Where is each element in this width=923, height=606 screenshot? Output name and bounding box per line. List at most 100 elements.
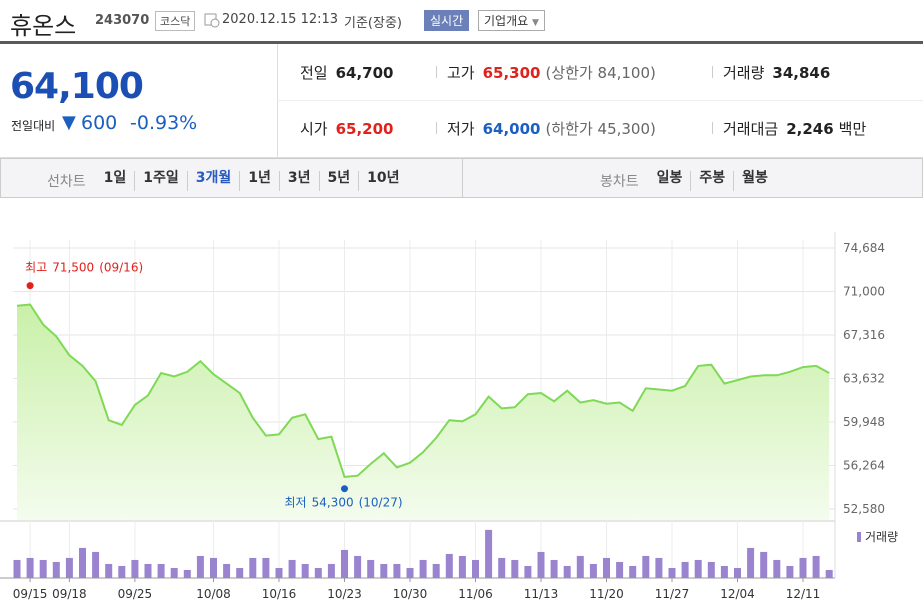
annotation: 최고 71,500 (09/16) bbox=[25, 261, 143, 275]
clock-icon bbox=[204, 13, 220, 28]
volume-bar bbox=[354, 555, 362, 578]
y-tick-label: 56,264 bbox=[843, 459, 885, 473]
stat-unit: 백만 bbox=[838, 120, 867, 138]
stat-value: 64,700 bbox=[335, 64, 394, 82]
volume-bar bbox=[327, 563, 335, 578]
volume-bar bbox=[603, 557, 610, 578]
volume-bar bbox=[472, 559, 479, 578]
company-info-text: 기업개요 bbox=[484, 14, 529, 28]
stat-value: 65,200 bbox=[335, 120, 394, 138]
stat-label: 저가 bbox=[447, 120, 475, 138]
volume-bar bbox=[799, 557, 807, 578]
volume-bar bbox=[65, 557, 73, 578]
volume-bar bbox=[537, 551, 545, 578]
stat-note: (상한가 84,100) bbox=[545, 64, 656, 82]
stat-value: 34,846 bbox=[772, 64, 831, 82]
x-tick-label: 10/23 bbox=[327, 587, 362, 601]
stat: 전일 64,700 bbox=[300, 62, 394, 83]
volume-bar bbox=[760, 551, 768, 578]
x-tick-label: 11/27 bbox=[655, 587, 690, 601]
candle-tabs: 봉차트 일봉 주봉 월봉 bbox=[600, 171, 776, 191]
stat: 거래량 34,846 bbox=[723, 62, 830, 83]
tab-bar bbox=[0, 158, 923, 198]
period-tab[interactable]: 1주일 bbox=[134, 171, 187, 191]
period-tab[interactable]: 1년 bbox=[239, 171, 279, 191]
volume-bar bbox=[157, 563, 165, 578]
volume-bar bbox=[26, 557, 34, 578]
stat: 시가 65,200 bbox=[300, 118, 394, 139]
volume-bar bbox=[223, 563, 231, 578]
volume-bar bbox=[655, 557, 663, 578]
period-tab[interactable]: 3년 bbox=[278, 171, 319, 191]
volume-bar bbox=[576, 555, 584, 578]
x-tick-label: 10/08 bbox=[196, 587, 231, 601]
period-tab[interactable]: 1일 bbox=[103, 170, 127, 186]
candle-tab[interactable]: 월봉 bbox=[733, 171, 776, 191]
volume-bar bbox=[183, 569, 191, 578]
y-tick-label: 74,684 bbox=[843, 241, 885, 255]
company-info-button[interactable]: 기업개요 ▼ bbox=[478, 10, 545, 31]
realtime-button[interactable]: 실시간 bbox=[424, 10, 470, 31]
y-tick-label: 67,316 bbox=[843, 328, 885, 342]
x-tick-label: 09/15 bbox=[13, 587, 48, 601]
price-area bbox=[17, 304, 830, 520]
stat-value: 64,000 bbox=[482, 120, 541, 138]
period-tab[interactable]: 5년 bbox=[318, 171, 359, 191]
volume-bar bbox=[301, 563, 309, 578]
volume-bar bbox=[616, 561, 624, 578]
volume-bar bbox=[275, 567, 283, 578]
x-tick-label: 09/18 bbox=[52, 587, 87, 601]
stock-name: 휴온스 bbox=[10, 12, 77, 40]
candle-tab[interactable]: 일봉 bbox=[656, 170, 683, 186]
volume-bar bbox=[314, 567, 322, 578]
x-tick-label: 12/04 bbox=[720, 587, 755, 601]
volume-bar bbox=[668, 567, 676, 578]
annotation-value-label: 71,500 bbox=[52, 261, 94, 275]
volume-bar bbox=[681, 561, 689, 578]
volume-bar bbox=[485, 529, 493, 578]
volume-bar bbox=[13, 559, 21, 578]
x-tick-label: 11/20 bbox=[589, 587, 624, 601]
volume-bar bbox=[720, 565, 728, 578]
volume-bar bbox=[458, 555, 466, 578]
volume-bar bbox=[694, 559, 702, 578]
line-chart-label: 선차트 bbox=[47, 174, 86, 190]
x-tick-label: 11/13 bbox=[524, 587, 559, 601]
header-rule bbox=[0, 41, 923, 44]
volume-bar bbox=[210, 557, 217, 578]
volume-bar bbox=[445, 553, 453, 578]
volume-bar bbox=[812, 555, 820, 578]
tab-separator bbox=[462, 159, 463, 197]
volume-bar bbox=[236, 567, 244, 578]
stat-note: (하한가 45,300) bbox=[545, 120, 656, 138]
volume-bar bbox=[707, 561, 715, 578]
volume-bar bbox=[511, 559, 519, 578]
candle-tab[interactable]: 주봉 bbox=[690, 171, 733, 191]
y-tick-label: 59,948 bbox=[843, 415, 885, 429]
candle-chart-label: 봉차트 bbox=[600, 174, 639, 190]
volume-bar bbox=[105, 563, 113, 578]
annotation: 최저 54,300 (10/27) bbox=[285, 496, 403, 510]
volume-bar bbox=[131, 559, 139, 578]
stat-value: 2,246 bbox=[786, 120, 834, 138]
volume-bar bbox=[288, 559, 296, 578]
volume-bar bbox=[144, 563, 152, 578]
annotation-label: 최저 bbox=[285, 496, 307, 510]
stat: 거래대금 2,246 백만 bbox=[723, 118, 866, 139]
period-tab[interactable]: 3개월 bbox=[186, 171, 240, 191]
annotation-date: (09/16) bbox=[99, 261, 143, 275]
volume-bar bbox=[249, 557, 257, 578]
stat-label: 전일 bbox=[300, 64, 328, 82]
stat: 저가 64,000 (하한가 45,300) bbox=[447, 118, 656, 139]
stat-sep bbox=[712, 66, 713, 78]
period-tab[interactable]: 10년 bbox=[358, 171, 407, 191]
volume-bar bbox=[170, 567, 178, 578]
volume-bar bbox=[39, 559, 47, 578]
volume-bar bbox=[393, 563, 401, 578]
volume-bar bbox=[92, 551, 100, 578]
volume-bar bbox=[262, 557, 270, 578]
stat-label: 거래대금 bbox=[723, 120, 779, 138]
market-badge: 코스닥 bbox=[155, 11, 196, 31]
